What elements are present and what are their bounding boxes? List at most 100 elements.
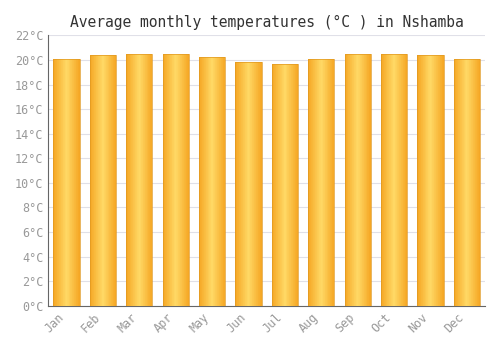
Bar — [79, 59, 80, 306]
Bar — [461, 59, 462, 306]
Bar — [325, 59, 326, 306]
Bar — [184, 54, 185, 306]
Bar — [140, 54, 141, 306]
Bar — [330, 59, 331, 306]
Bar — [142, 54, 144, 306]
Bar — [253, 62, 254, 306]
Bar — [381, 54, 382, 306]
Bar — [90, 55, 116, 306]
Bar — [328, 59, 329, 306]
Bar — [316, 59, 318, 306]
Bar — [68, 59, 69, 306]
Bar — [467, 59, 468, 306]
Bar — [205, 57, 206, 306]
Bar — [383, 54, 384, 306]
Bar — [185, 54, 186, 306]
Bar — [202, 57, 203, 306]
Bar — [454, 59, 480, 306]
Bar — [74, 59, 75, 306]
Bar — [422, 55, 423, 306]
Bar — [162, 54, 164, 306]
Bar — [426, 55, 427, 306]
Bar — [148, 54, 149, 306]
Bar — [76, 59, 77, 306]
Bar — [282, 64, 283, 306]
Bar — [138, 54, 140, 306]
Bar — [435, 55, 436, 306]
Bar — [164, 54, 165, 306]
Bar — [287, 64, 288, 306]
Bar — [464, 59, 465, 306]
Bar — [245, 62, 246, 306]
Bar — [96, 55, 97, 306]
Bar — [401, 54, 402, 306]
Bar — [162, 54, 189, 306]
Bar — [70, 59, 71, 306]
Bar — [131, 54, 132, 306]
Bar — [286, 64, 287, 306]
Bar — [99, 55, 100, 306]
Bar — [255, 62, 256, 306]
Bar — [278, 64, 279, 306]
Bar — [329, 59, 330, 306]
Bar — [403, 54, 404, 306]
Bar — [165, 54, 166, 306]
Bar — [396, 54, 398, 306]
Bar — [390, 54, 391, 306]
Bar — [470, 59, 472, 306]
Bar — [250, 62, 251, 306]
Bar — [356, 54, 357, 306]
Bar — [326, 59, 327, 306]
Bar — [385, 54, 386, 306]
Bar — [294, 64, 296, 306]
Bar — [459, 59, 460, 306]
Bar — [104, 55, 105, 306]
Bar — [126, 54, 127, 306]
Bar — [206, 57, 207, 306]
Bar — [438, 55, 439, 306]
Bar — [429, 55, 430, 306]
Bar — [428, 55, 429, 306]
Bar — [93, 55, 94, 306]
Bar — [392, 54, 394, 306]
Bar — [431, 55, 432, 306]
Bar — [146, 54, 147, 306]
Bar — [126, 54, 152, 306]
Bar — [224, 57, 225, 306]
Bar — [201, 57, 202, 306]
Bar — [353, 54, 354, 306]
Bar — [166, 54, 167, 306]
Bar — [238, 62, 240, 306]
Bar — [213, 57, 214, 306]
Bar — [244, 62, 245, 306]
Bar — [308, 59, 334, 306]
Bar — [311, 59, 312, 306]
Bar — [466, 59, 467, 306]
Bar — [103, 55, 104, 306]
Bar — [92, 55, 93, 306]
Bar — [400, 54, 401, 306]
Bar — [91, 55, 92, 306]
Bar — [456, 59, 457, 306]
Bar — [354, 54, 355, 306]
Bar — [105, 55, 106, 306]
Bar — [73, 59, 74, 306]
Bar — [167, 54, 168, 306]
Bar — [289, 64, 290, 306]
Bar — [318, 59, 320, 306]
Bar — [67, 59, 68, 306]
Title: Average monthly temperatures (°C ) in Nshamba: Average monthly temperatures (°C ) in Ns… — [70, 15, 464, 30]
Bar — [207, 57, 208, 306]
Bar — [130, 54, 131, 306]
Bar — [210, 57, 211, 306]
Bar — [56, 59, 58, 306]
Bar — [283, 64, 284, 306]
Bar — [94, 55, 95, 306]
Bar — [382, 54, 383, 306]
Bar — [368, 54, 369, 306]
Bar — [211, 57, 212, 306]
Bar — [220, 57, 222, 306]
Bar — [367, 54, 368, 306]
Bar — [443, 55, 444, 306]
Bar — [246, 62, 247, 306]
